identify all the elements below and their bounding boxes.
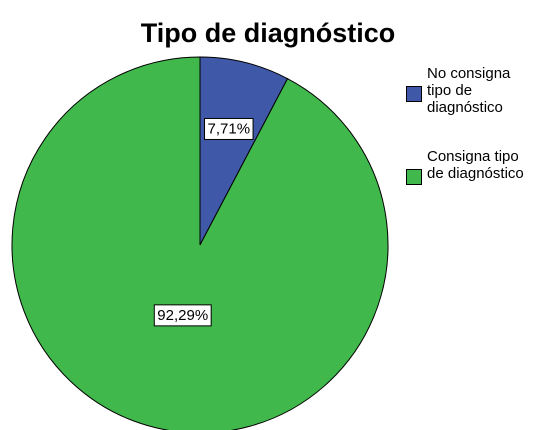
pie-slice [11, 56, 389, 430]
legend-item: No consigna tipo de diagnóstico [406, 65, 541, 116]
chart-title: Tipo de diagnóstico [141, 18, 396, 48]
value-label-box [153, 304, 212, 327]
value-label-text: 92,29% [157, 307, 208, 324]
value-label-box [204, 117, 254, 140]
legend-label: No consigna tipo de diagnóstico [427, 65, 511, 116]
legend-item: Consigna tipo de diagnóstico [406, 148, 541, 185]
legend-swatch [406, 86, 422, 102]
legend-label: Consigna tipo de diagnóstico [427, 148, 524, 182]
legend-swatch [406, 169, 422, 185]
value-label-text: 7,71% [208, 120, 251, 137]
value-label: 92,29% [153, 304, 212, 327]
value-label: 7,71% [204, 117, 254, 140]
